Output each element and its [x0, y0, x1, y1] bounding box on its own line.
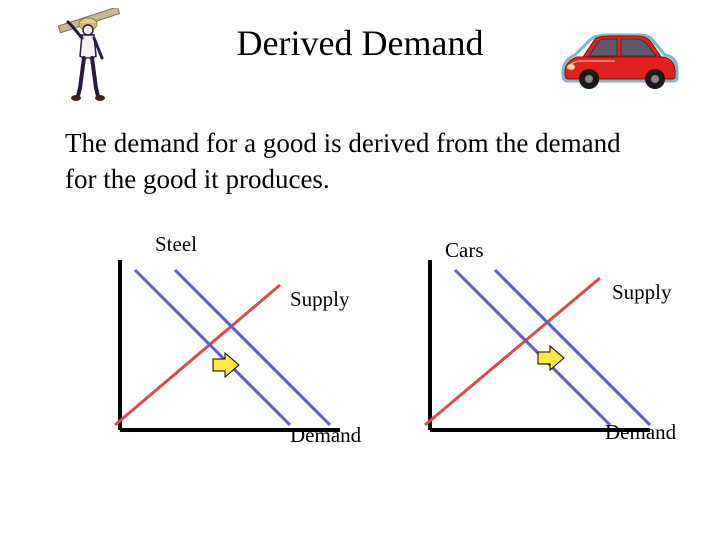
body-text: The demand for a good is derived from th… — [65, 125, 645, 198]
chart-cars-supply-label: Supply — [612, 280, 672, 305]
chart-steel-demand-label: Demand — [290, 423, 361, 448]
chart-cars-title: Cars — [445, 238, 484, 263]
chart-steel-supply-label: Supply — [290, 287, 350, 312]
slide-title: Derived Demand — [237, 22, 484, 64]
chart-cars-demand-label: Demand — [605, 420, 676, 445]
car-icon — [555, 25, 685, 95]
chart-steel-title: Steel — [155, 232, 197, 257]
worker-icon — [50, 8, 130, 103]
